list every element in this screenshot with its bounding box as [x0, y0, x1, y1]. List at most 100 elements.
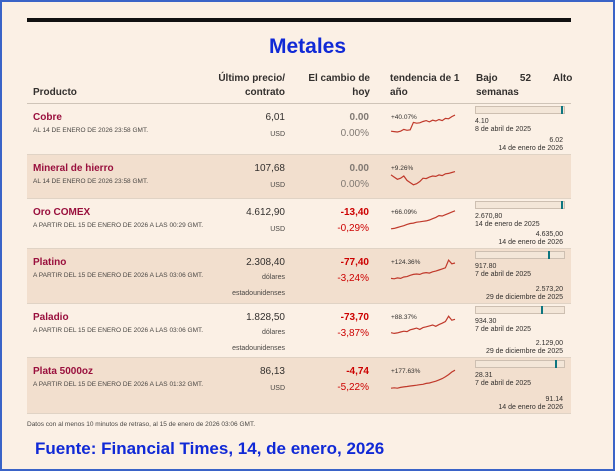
product-name[interactable]: Plata 5000oz: [33, 366, 94, 377]
price-unit: dólares estadounidenses: [232, 329, 285, 352]
trend-sparkline: +88.37%: [390, 314, 456, 335]
header-price: Último precio/ contrato: [218, 73, 285, 98]
product-name[interactable]: Platino: [33, 257, 67, 268]
table-row[interactable]: Oro COMEX A PARTIR DEL 15 DE ENERO DE 202…: [27, 199, 571, 249]
header-divider: [27, 103, 571, 104]
range-low: 917.80 7 de abril de 2025: [475, 263, 531, 279]
change-percent: 0.00%: [340, 128, 369, 139]
price-unit: USD: [270, 182, 285, 189]
range-high-value: 4.635,00: [535, 231, 563, 238]
table-row[interactable]: Cobre AL 14 DE ENERO DE 2026 23:58 GMT. 6,…: [27, 104, 571, 155]
range-low-value: 28.31: [475, 372, 493, 379]
header-range: Bajo 52 Alto semanas: [476, 73, 573, 98]
range-low-value: 2.670,80: [475, 213, 503, 220]
range-bar: [475, 201, 565, 209]
product-name[interactable]: Mineral de hierro: [33, 163, 114, 174]
trend-sparkline: +66.09%: [390, 209, 456, 230]
product-timestamp: AL 14 DE ENERO DE 2026 23:58 GMT.: [33, 178, 149, 185]
last-price: 107,68: [254, 163, 285, 174]
last-price: 1.828,50: [246, 312, 285, 323]
sparkline-line: [390, 369, 456, 389]
range-low: 2.670,80 14 de enero de 2025: [475, 213, 540, 229]
change-percent: -0,29%: [337, 223, 369, 234]
trend-sparkline: +124.36%: [390, 258, 456, 280]
range-bar: [475, 251, 565, 259]
table-row[interactable]: Paladio A PARTIR DEL 15 DE ENERO DE 2026 …: [27, 304, 571, 358]
range-bar: [475, 106, 565, 114]
price-unit: dólares estadounidenses: [232, 274, 285, 297]
range-marker: [561, 106, 564, 114]
trend-sparkline: +40.07%: [390, 114, 456, 133]
product-timestamp: A PARTIR DEL 15 DE ENERO DE 2026 A LAS 0…: [33, 272, 204, 279]
product-timestamp: A PARTIR DEL 15 DE ENERO DE 2026 A LAS 0…: [33, 222, 204, 229]
product-name[interactable]: Cobre: [33, 112, 62, 123]
trend-label: +177.63%: [391, 368, 421, 375]
sparkline-line: [390, 258, 456, 280]
trend-label: +88.37%: [391, 314, 417, 321]
trend-label: +40.07%: [391, 114, 417, 121]
range-low-date: 8 de abril de 2025: [475, 126, 532, 133]
sparkline-line: [390, 114, 456, 133]
change-percent: -5,22%: [337, 382, 369, 393]
change-percent: -3,87%: [337, 328, 369, 339]
change-value: -4,74: [346, 366, 369, 377]
sparkline-line: [390, 315, 456, 335]
product-name[interactable]: Oro COMEX: [33, 207, 91, 218]
change-value: -13,40: [340, 207, 369, 218]
range-low-value: 917.80: [475, 263, 497, 270]
trend-label: +9.26%: [391, 165, 413, 172]
range-marker: [561, 201, 564, 209]
range-high-value: 2.129,00: [535, 340, 563, 347]
range-bar: [475, 360, 565, 368]
price-unit: USD: [270, 131, 285, 138]
source-caption: Fuente: Financial Times, 14, de enero, 2…: [35, 439, 385, 458]
product-timestamp: A PARTIR DEL 15 DE ENERO DE 2026 A LAS 0…: [33, 327, 204, 334]
delay-note: Datos con al menos 10 minutos de retraso…: [27, 421, 255, 428]
trend-label: +124.36%: [391, 259, 421, 266]
header-trend: tendencia de 1 año: [390, 73, 460, 98]
range-low: 4.10 8 de abril de 2025: [475, 118, 531, 134]
range-low-date: 7 de abril de 2025: [475, 271, 532, 278]
range-high-date: 14 de enero de 2026: [498, 145, 563, 152]
price-unit: USD: [270, 385, 285, 392]
trend-sparkline: +177.63%: [390, 368, 456, 389]
range-low-date: 7 de abril de 2025: [475, 380, 532, 387]
change-value: -73,70: [340, 312, 369, 323]
range-marker: [540, 306, 543, 314]
last-price: 86,13: [259, 366, 285, 377]
range-low: 934.30 7 de abril de 2025: [475, 318, 531, 334]
range-high-date: 29 de diciembre de 2025: [485, 348, 563, 355]
range-low-value: 934.30: [475, 318, 497, 325]
price-unit: USD: [270, 226, 285, 233]
table-row[interactable]: Mineral de hierro AL 14 DE ENERO DE 2026 …: [27, 155, 571, 199]
range-high: 4.635,00 14 de enero de 2026: [498, 231, 563, 247]
trend-label: +66.09%: [391, 209, 417, 216]
header-product: Producto: [33, 87, 77, 98]
range-high-value: 6.02: [549, 137, 563, 144]
range-bar: [475, 306, 565, 314]
range-high-value: 2.573,20: [535, 286, 563, 293]
last-price: 2.308,40: [246, 257, 285, 268]
change-percent: 0.00%: [340, 179, 369, 190]
range-low: 28.31 7 de abril de 2025: [475, 372, 531, 388]
last-price: 4.612,90: [246, 207, 285, 218]
range-high: 91.14 14 de enero de 2026: [498, 396, 563, 412]
range-high-date: 14 de enero de 2026: [498, 239, 563, 246]
last-price: 6,01: [265, 112, 285, 123]
trend-sparkline: +9.26%: [390, 165, 456, 186]
range-low-date: 14 de enero de 2025: [475, 221, 540, 228]
change-value: 0.00: [349, 163, 369, 174]
table-row[interactable]: Platino A PARTIR DEL 15 DE ENERO DE 2026 …: [27, 249, 571, 304]
range-marker: [548, 251, 551, 259]
change-value: 0.00: [349, 112, 369, 123]
table-row[interactable]: Plata 5000oz A PARTIR DEL 15 DE ENERO DE …: [27, 358, 571, 414]
range-high: 6.02 14 de enero de 2026: [498, 137, 563, 153]
top-rule: [27, 18, 571, 22]
product-timestamp: AL 14 DE ENERO DE 2026 23:58 GMT.: [33, 127, 149, 134]
range-high: 2.129,00 29 de diciembre de 2025: [486, 340, 563, 356]
product-timestamp: A PARTIR DEL 15 DE ENERO DE 2026 A LAS 0…: [33, 381, 204, 388]
change-value: -77,40: [340, 257, 369, 268]
product-name[interactable]: Paladio: [33, 312, 69, 323]
range-high: 2.573,20 29 de diciembre de 2025: [486, 286, 563, 302]
range-low-value: 4.10: [475, 118, 489, 125]
